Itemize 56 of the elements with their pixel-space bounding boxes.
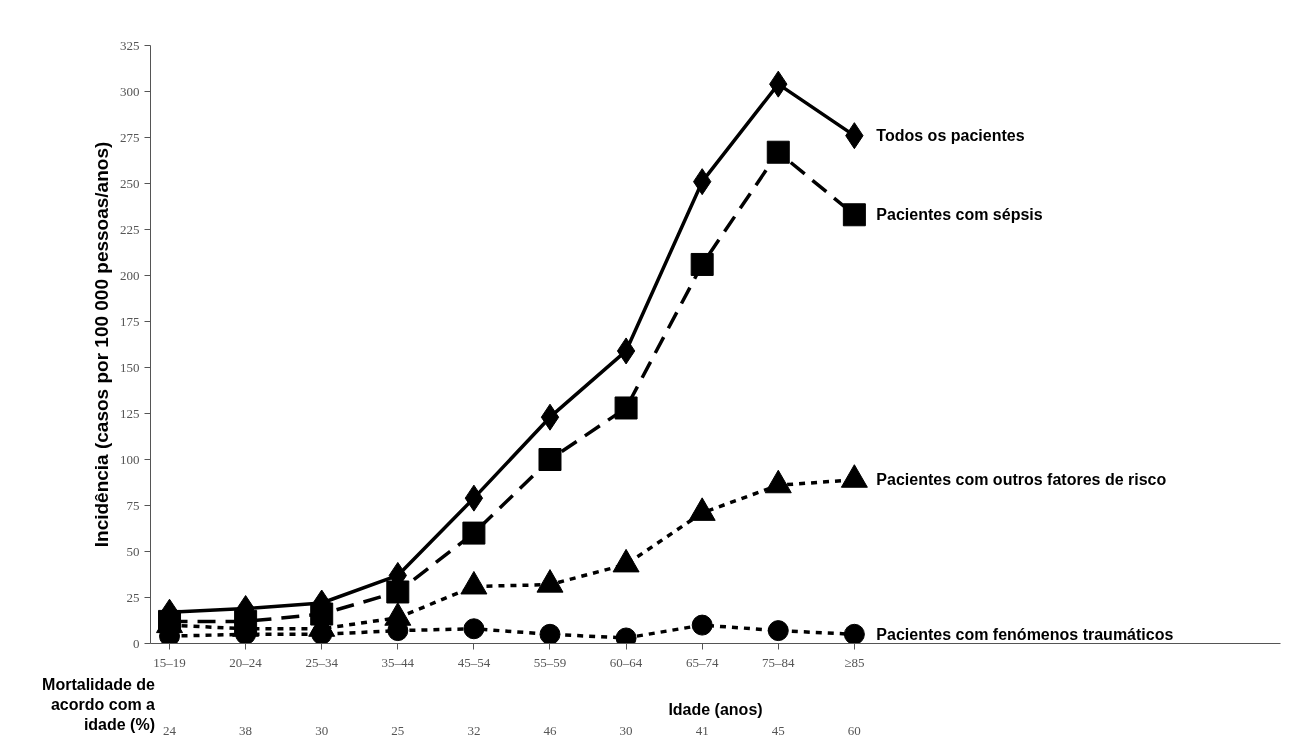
series-label: Pacientes com fenómenos traumáticos (876, 625, 1174, 643)
text: 60 (847, 722, 861, 737)
x-axis-title: Idade (anos) (668, 700, 763, 718)
x-tick-label: 25–34 (305, 654, 339, 670)
text: 46 (543, 722, 557, 737)
text: 24 (163, 722, 177, 737)
text: 38 (239, 722, 253, 737)
y-tick-label: 25 (126, 589, 140, 605)
point (691, 614, 713, 636)
series-label: Todos os pacientes (876, 127, 1025, 145)
y-tick-label: 150 (120, 359, 140, 375)
y-tick-label: 250 (120, 175, 140, 191)
text: 45 (771, 722, 785, 737)
x-tick-label: 35–44 (381, 654, 415, 670)
point (690, 252, 714, 276)
x-tick-label: 45–54 (457, 654, 491, 670)
y-tick-label: 0 (133, 635, 140, 651)
x-tick-label: 65–74 (685, 654, 719, 670)
y-tick-label: 200 (120, 267, 140, 283)
x-tick-label: 15–19 (153, 654, 186, 670)
point (462, 521, 486, 545)
x-tick-label: 75–84 (762, 654, 796, 670)
y-tick-label: 100 (120, 451, 140, 467)
point (842, 203, 866, 227)
point (843, 623, 865, 644)
text: 30 (619, 722, 633, 737)
point (614, 396, 638, 420)
point (540, 403, 560, 431)
point (766, 140, 790, 164)
text: 41 (695, 722, 709, 737)
series-label: Pacientes com outros fatores de risco (876, 471, 1167, 489)
y-tick-label: 300 (120, 83, 140, 99)
x-tick-label: ≥85 (844, 654, 865, 670)
x-tick-label: 20–24 (229, 654, 263, 670)
x-tick-label: 60–64 (609, 654, 643, 670)
text: Mortalidade de acordo com a idade (%) (41, 675, 155, 735)
point (463, 618, 485, 640)
point (464, 484, 484, 512)
point (539, 623, 561, 644)
point (538, 448, 562, 471)
y-tick-label: 75 (126, 497, 140, 513)
text: 25 (391, 722, 405, 737)
point (616, 337, 636, 365)
y-axis-title: Incidência (casos por 100 000 pessoas/anos) (91, 141, 112, 548)
x-tick-label: 55–59 (533, 654, 567, 670)
point (767, 620, 789, 642)
y-tick-label: 50 (126, 543, 140, 559)
y-tick-label: 175 (120, 313, 140, 329)
y-tick-label: 275 (120, 129, 140, 145)
text: 30 (315, 722, 329, 737)
series-label: Pacientes com sépsis (876, 206, 1043, 224)
point (386, 580, 410, 604)
y-tick-label: 225 (120, 221, 140, 237)
text: 32 (467, 722, 481, 737)
y-tick-label: 325 (120, 37, 140, 53)
y-tick-label: 125 (120, 405, 140, 421)
